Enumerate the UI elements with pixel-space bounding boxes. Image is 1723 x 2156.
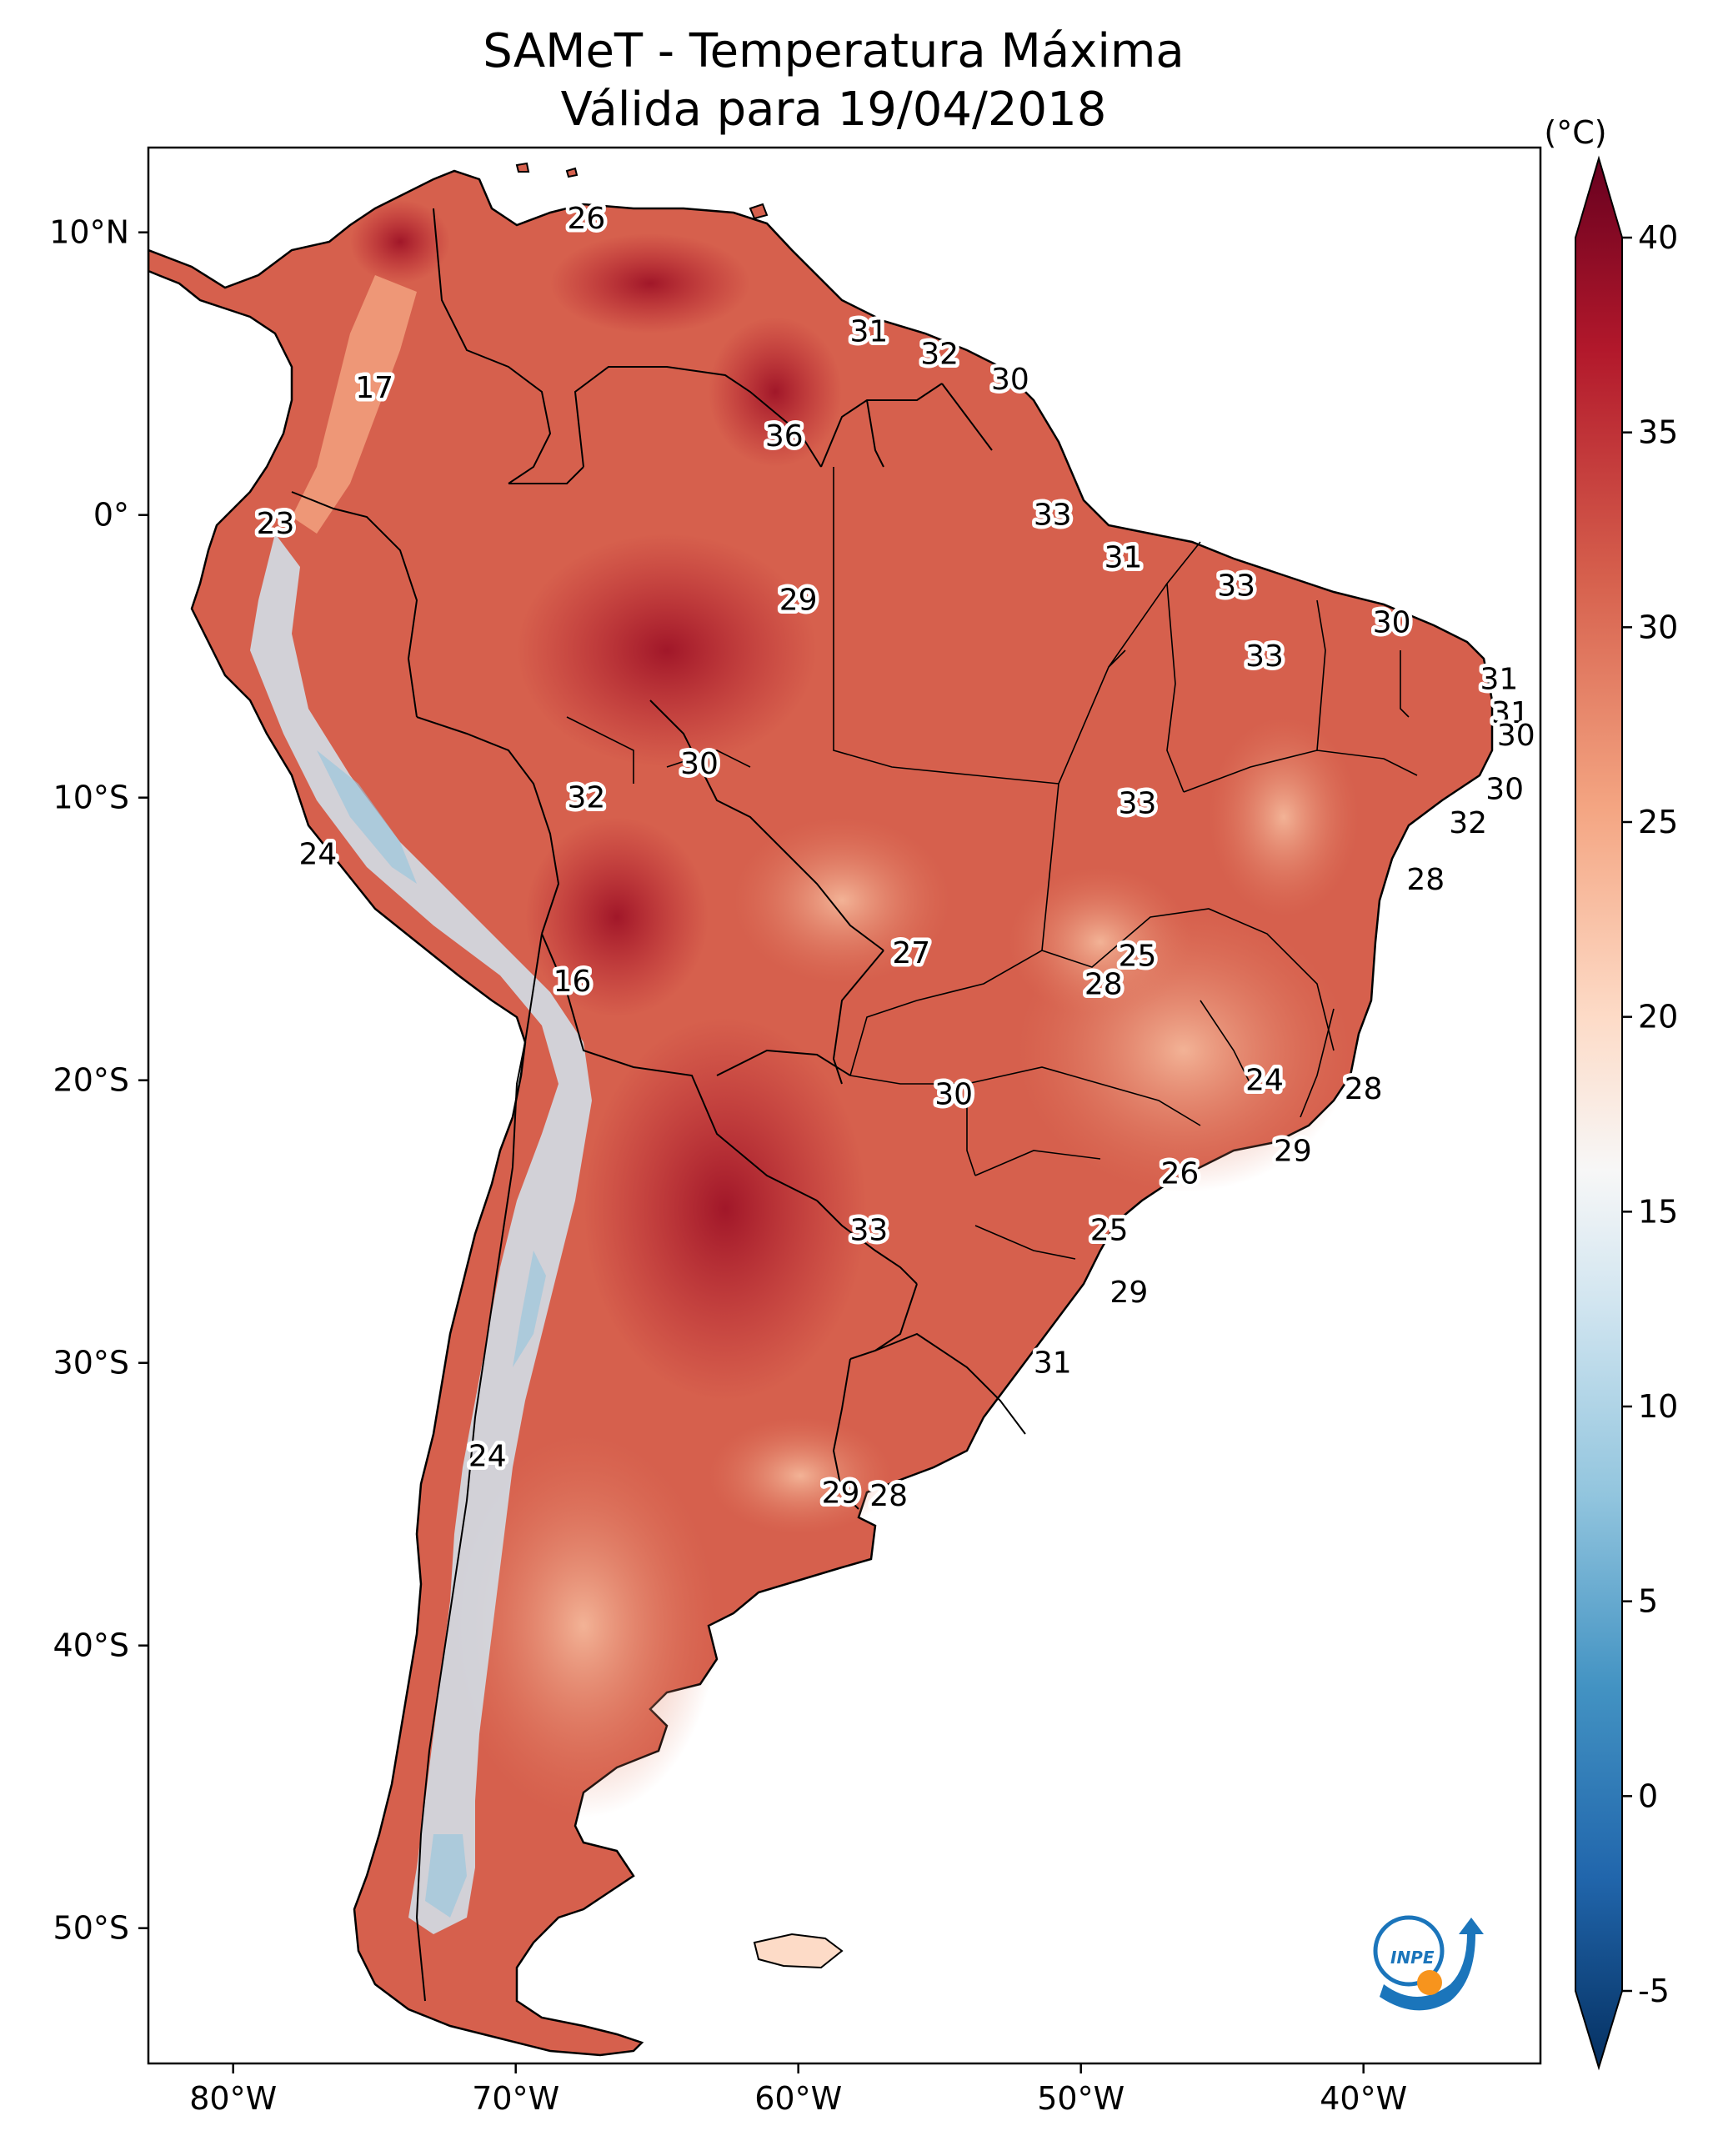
lon-tick-label: 80°W bbox=[189, 2080, 277, 2117]
station-label: 29 bbox=[822, 1477, 860, 1511]
station-label: 30 bbox=[1373, 606, 1411, 640]
station-label: 31 bbox=[1034, 1346, 1072, 1381]
station-label: 16 bbox=[553, 965, 592, 999]
colorbar: (°C) 40 35 30 25 20 15 10 5 0 -5 bbox=[1544, 114, 1678, 2071]
colorbar-tick-label: 30 bbox=[1638, 609, 1678, 645]
station-label: 25 bbox=[1090, 1213, 1129, 1247]
colorbar-tick-label: 25 bbox=[1638, 804, 1678, 840]
colorbar-unit: (°C) bbox=[1544, 114, 1606, 151]
colorbar-tick-label: 40 bbox=[1638, 219, 1678, 256]
lat-tick-label: 10°N bbox=[49, 214, 129, 251]
station-label: 36 bbox=[765, 419, 804, 454]
lat-tick-label: 20°S bbox=[53, 1062, 129, 1099]
station-label: 29 bbox=[779, 583, 818, 617]
station-label: 24 bbox=[468, 1440, 507, 1474]
station-label: 33 bbox=[1217, 569, 1255, 603]
colorbar-tick-label: 10 bbox=[1638, 1388, 1678, 1425]
station-label: 30 bbox=[991, 363, 1029, 397]
station-label: 31 bbox=[850, 314, 889, 348]
station-label: 23 bbox=[257, 507, 295, 541]
station-label: 31 bbox=[1104, 541, 1143, 575]
colorbar-tick-label: 0 bbox=[1638, 1777, 1658, 1814]
lat-tick-label: 30°S bbox=[53, 1345, 129, 1381]
station-label: 28 bbox=[1406, 863, 1445, 897]
station-label: 26 bbox=[568, 202, 606, 236]
logo-sun-icon bbox=[1417, 1970, 1442, 1995]
country-borders bbox=[291, 208, 1026, 2002]
inpe-logo: INPE bbox=[1373, 1915, 1484, 2011]
station-label: 33 bbox=[1119, 786, 1157, 820]
station-label: 17 bbox=[355, 371, 393, 405]
lat-tick-label: 0° bbox=[93, 497, 129, 534]
andes-cold-strip bbox=[250, 534, 592, 1934]
falkland-islands bbox=[753, 1933, 844, 1969]
state-borders bbox=[566, 467, 1418, 1260]
station-label: 32 bbox=[1449, 806, 1487, 840]
station-label: 25 bbox=[1119, 940, 1157, 974]
station-label: 24 bbox=[1245, 1064, 1284, 1098]
colorbar-tick-label: 20 bbox=[1638, 999, 1678, 1035]
logo-ring-icon bbox=[1373, 1915, 1445, 1987]
station-label: 31 bbox=[1480, 662, 1519, 696]
station-label: 29 bbox=[1109, 1276, 1148, 1310]
station-label: 30 bbox=[934, 1078, 973, 1112]
station-label: 29 bbox=[1274, 1134, 1312, 1168]
colombia-andes-cool bbox=[292, 275, 417, 534]
station-label: 28 bbox=[1345, 1072, 1383, 1106]
map-frame bbox=[147, 146, 1542, 2065]
colorbar-tick-label: 15 bbox=[1638, 1193, 1678, 1230]
map-title-line1: SAMeT - Temperatura Máxima bbox=[483, 24, 1185, 78]
station-label: 30 bbox=[1497, 719, 1535, 753]
islands bbox=[515, 162, 769, 220]
lat-tick-label: 40°S bbox=[53, 1627, 129, 1664]
colorbar-tick-label: 35 bbox=[1638, 414, 1678, 451]
lon-tick-label: 70°W bbox=[472, 2080, 559, 2117]
station-label: 32 bbox=[568, 781, 606, 815]
station-label: 33 bbox=[1034, 499, 1072, 533]
map-title-line2: Válida para 19/04/2018 bbox=[561, 83, 1107, 137]
station-label: 26 bbox=[1160, 1157, 1199, 1191]
colorbar-tick-label: 5 bbox=[1638, 1583, 1658, 1620]
station-label: 33 bbox=[1245, 639, 1284, 674]
station-label: 33 bbox=[850, 1213, 889, 1247]
colorbar-tick-label: -5 bbox=[1638, 1973, 1670, 2009]
logo-text: INPE bbox=[1390, 1948, 1435, 1968]
lat-tick-label: 50°S bbox=[53, 1910, 129, 1947]
colorbar-ticks: 40 35 30 25 20 15 10 5 0 -5 bbox=[1622, 219, 1678, 2009]
colorbar-body bbox=[1575, 155, 1623, 2071]
station-label: 28 bbox=[869, 1479, 908, 1513]
lon-tick-label: 50°W bbox=[1037, 2080, 1124, 2117]
station-label: 28 bbox=[1084, 967, 1123, 1001]
station-label: 30 bbox=[1485, 773, 1524, 807]
lon-tick-label: 60°W bbox=[754, 2080, 842, 2117]
station-label: 30 bbox=[680, 747, 719, 781]
logo-arrow-icon bbox=[1380, 1918, 1484, 2011]
lon-tick-label: 40°W bbox=[1320, 2080, 1407, 2117]
station-label: 31 bbox=[1491, 696, 1530, 730]
station-label: 24 bbox=[298, 838, 337, 872]
station-label: 27 bbox=[892, 936, 930, 970]
lat-tick-label: 10°S bbox=[53, 780, 129, 816]
axis-ticks: 80°W 70°W 60°W 50°W 40°W 10°N 0° 10°S 20°S 30°S 40… bbox=[49, 214, 1407, 2117]
station-label: 32 bbox=[920, 337, 959, 371]
